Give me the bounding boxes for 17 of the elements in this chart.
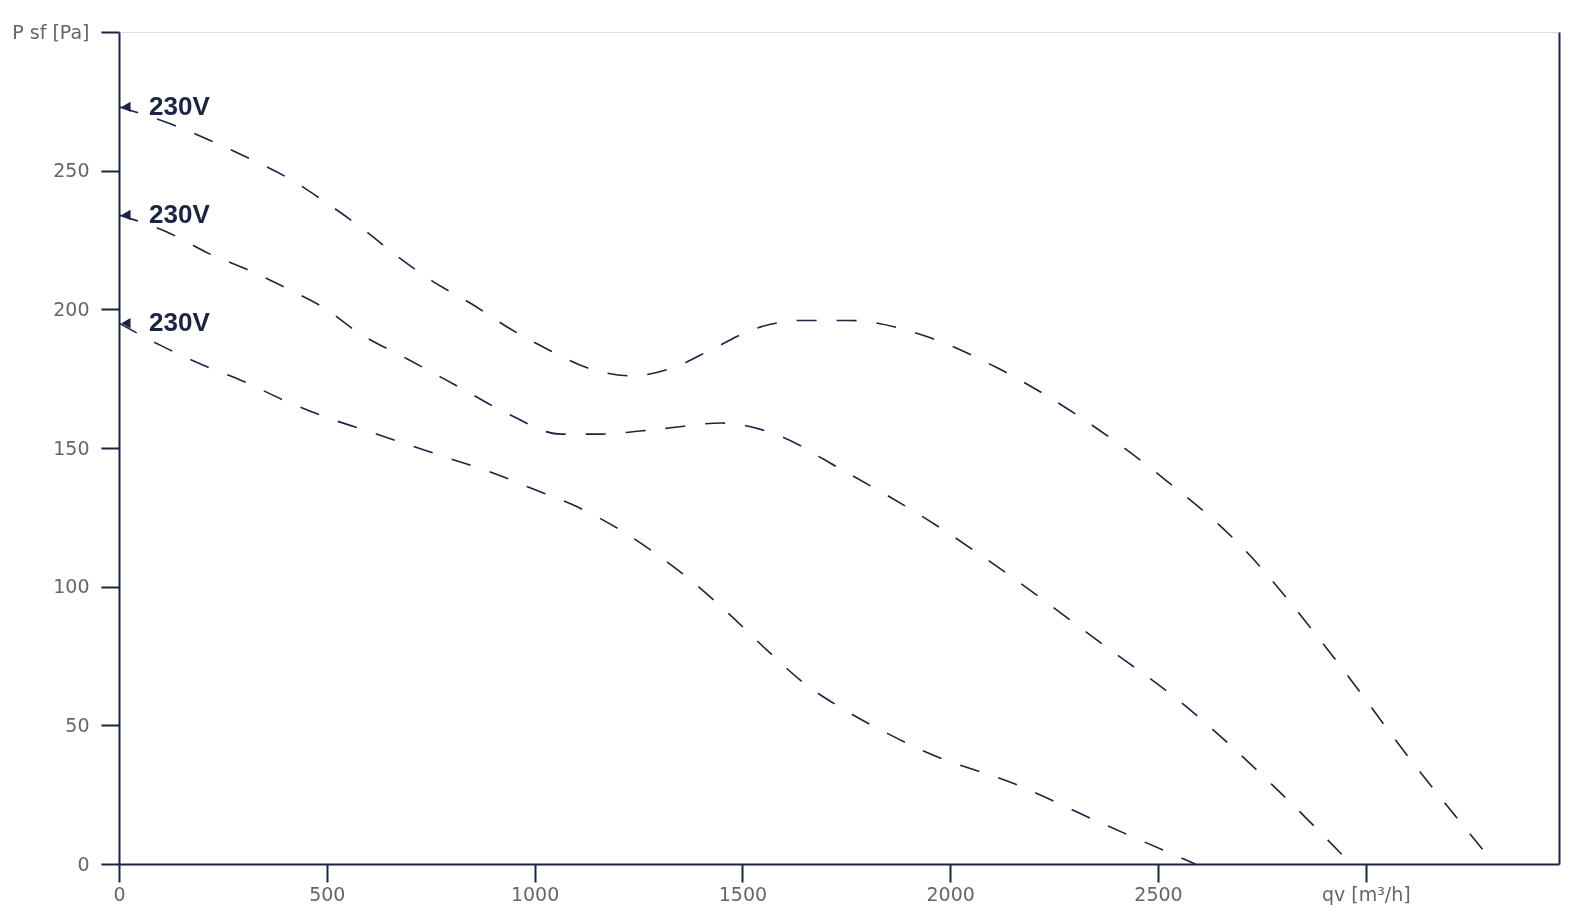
y-tick-label: 150 bbox=[53, 436, 90, 459]
y-tick-label: 100 bbox=[53, 575, 90, 598]
y-tick-label: 50 bbox=[65, 713, 90, 736]
y-tick-label: P sf [Pa] bbox=[12, 20, 90, 43]
x-tick-label: 500 bbox=[309, 882, 346, 905]
annotation: 230V bbox=[149, 199, 211, 230]
x-tick-label: 2000 bbox=[926, 882, 975, 905]
x-tick-label: 1000 bbox=[510, 882, 560, 905]
annotation: 230V bbox=[149, 90, 211, 121]
annotation: 230V bbox=[149, 307, 211, 338]
y-tick-label: 0 bbox=[77, 852, 90, 875]
x-tick-label: 1500 bbox=[718, 882, 768, 905]
x-tick-label: 2500 bbox=[1134, 882, 1183, 905]
y-tick-label: 250 bbox=[53, 159, 90, 182]
y-tick-label: 200 bbox=[53, 297, 90, 320]
x-tick-label: qv [m³/h] bbox=[1321, 882, 1411, 905]
x-tick-label: 0 bbox=[113, 882, 126, 905]
